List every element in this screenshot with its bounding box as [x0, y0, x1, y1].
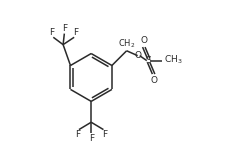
Text: O: O — [134, 51, 141, 60]
Text: F: F — [75, 130, 80, 139]
Text: F: F — [62, 24, 67, 33]
Text: CH$_2$: CH$_2$ — [118, 38, 135, 50]
Text: S: S — [146, 56, 152, 65]
Text: F: F — [89, 134, 94, 143]
Text: O: O — [140, 36, 147, 45]
Text: F: F — [102, 130, 107, 139]
Text: O: O — [150, 76, 157, 85]
Text: CH$_3$: CH$_3$ — [164, 53, 183, 66]
Text: F: F — [49, 28, 55, 37]
Text: F: F — [73, 28, 78, 37]
